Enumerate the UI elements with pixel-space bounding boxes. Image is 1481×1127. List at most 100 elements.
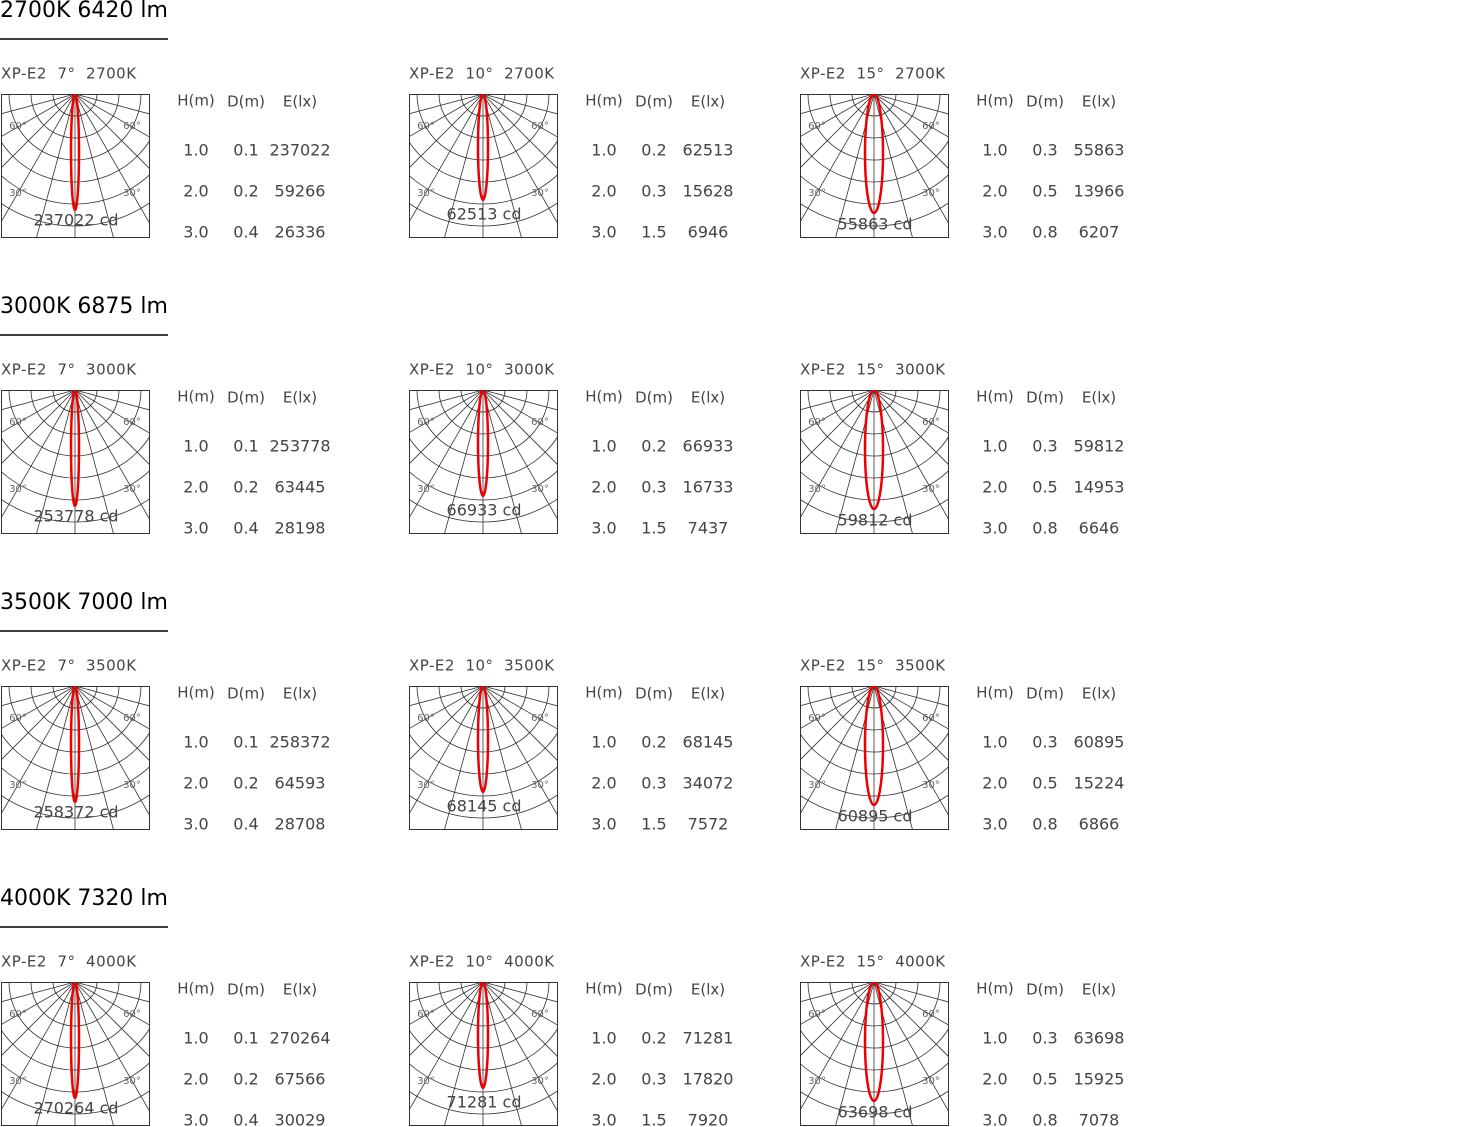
table-cell: 0.3 — [641, 478, 666, 497]
polar-ray — [444, 94, 484, 238]
table-cell: 3.0 — [982, 815, 1007, 834]
table-cell: 2.0 — [183, 774, 208, 793]
angle-label: 60° — [417, 121, 435, 132]
table-header: D(m) — [227, 93, 265, 111]
candela-label: 68145 cd — [447, 797, 522, 816]
polar-ray — [444, 982, 484, 1126]
polar-ray — [482, 982, 558, 1003]
polar-ray — [1, 982, 76, 1111]
polar-ray — [74, 94, 150, 115]
polar-ray — [873, 686, 949, 707]
table-cell: 28708 — [275, 815, 326, 834]
angle-label: 30° — [922, 780, 940, 791]
polar-ray — [482, 982, 522, 1126]
table-cell: 2.0 — [183, 1070, 208, 1089]
polar-ray — [36, 94, 76, 238]
panel-label: XP-E2 10° 4000K — [409, 953, 555, 971]
table-cell: 59266 — [275, 182, 326, 201]
table-header: H(m) — [177, 388, 215, 406]
table-cell: 1.0 — [183, 1029, 208, 1048]
table-cell: 0.2 — [233, 478, 258, 497]
section-title: 3500K 7000 lm — [0, 590, 168, 615]
candela-label: 66933 cd — [447, 501, 522, 520]
polar-ray — [800, 982, 875, 1026]
table-header: D(m) — [227, 685, 265, 703]
section-title: 4000K 7320 lm — [0, 886, 168, 911]
polar-ray — [1, 94, 76, 115]
beam-lobe — [476, 686, 490, 794]
polar-ray — [409, 94, 484, 115]
polar-diagram: 60° 60° 30° 30° 62513 cd — [409, 94, 558, 238]
table-header: D(m) — [227, 981, 265, 999]
angle-label: 60° — [123, 713, 141, 724]
polar-ray — [74, 94, 150, 225]
polar-ray — [800, 686, 875, 815]
polar-ray — [482, 982, 558, 1058]
polar-diagram: 60° 60° 30° 30° 66933 cd — [409, 390, 558, 534]
table-header: H(m) — [585, 92, 623, 110]
polar-ray — [36, 390, 76, 534]
table-cell: 0.5 — [1032, 1070, 1057, 1089]
polar-ray — [873, 94, 949, 170]
polar-diagram: 60° 60° 30° 30° 270264 cd — [1, 982, 150, 1126]
polar-ray — [873, 982, 949, 1026]
angle-label: 30° — [123, 484, 141, 495]
table-header: E(lx) — [283, 93, 317, 111]
polar-ray — [800, 94, 875, 115]
diagram-frame — [1, 94, 150, 238]
table-cell: 0.5 — [1032, 182, 1057, 201]
polar-ray — [482, 94, 558, 138]
panel-label: XP-E2 10° 2700K — [409, 65, 555, 83]
polar-ray — [409, 686, 484, 707]
angle-label: 60° — [922, 713, 940, 724]
table-header: E(lx) — [283, 981, 317, 999]
polar-ray — [800, 390, 875, 434]
table-cell: 2.0 — [591, 1070, 616, 1089]
table-cell: 0.3 — [1032, 733, 1057, 752]
angle-label: 60° — [531, 713, 549, 724]
panel-label: XP-E2 7° 2700K — [1, 65, 137, 83]
angle-label: 60° — [123, 417, 141, 428]
polar-ray — [482, 94, 558, 115]
table-cell: 0.3 — [1032, 141, 1057, 160]
angle-label: 30° — [417, 1076, 435, 1087]
table-cell: 3.0 — [591, 1111, 616, 1127]
beam-lobe — [69, 94, 81, 212]
table-header: H(m) — [976, 388, 1014, 406]
table-cell: 30029 — [275, 1111, 326, 1127]
angle-label: 60° — [9, 121, 27, 132]
table-cell: 1.5 — [641, 223, 666, 242]
table-cell: 2.0 — [183, 182, 208, 201]
table-cell: 3.0 — [982, 519, 1007, 538]
panel-label: XP-E2 10° 3000K — [409, 361, 555, 379]
table-header: E(lx) — [1082, 389, 1116, 407]
polar-ray — [482, 390, 558, 434]
polar-ray — [409, 686, 484, 815]
table-cell: 0.2 — [641, 141, 666, 160]
table-cell: 67566 — [275, 1070, 326, 1089]
angle-label: 60° — [9, 713, 27, 724]
panel-label: XP-E2 7° 3500K — [1, 657, 137, 675]
polar-ray — [873, 982, 949, 1058]
angle-label: 60° — [417, 1009, 435, 1020]
angle-label: 60° — [123, 121, 141, 132]
polar-ray — [1, 94, 76, 169]
table-cell: 28198 — [275, 519, 326, 538]
candela-label: 258372 cd — [33, 803, 118, 822]
table-header: H(m) — [976, 684, 1014, 702]
angle-label: 30° — [922, 188, 940, 199]
table-cell: 3.0 — [591, 223, 616, 242]
table-cell: 0.8 — [1032, 223, 1057, 242]
polar-ray — [800, 982, 875, 1057]
angle-label: 30° — [123, 780, 141, 791]
table-cell: 0.2 — [641, 1029, 666, 1048]
angle-label: 30° — [808, 1076, 826, 1087]
table-cell: 0.1 — [233, 437, 258, 456]
table-cell: 64593 — [275, 774, 326, 793]
table-cell: 0.4 — [233, 519, 258, 538]
table-header: H(m) — [177, 92, 215, 110]
angle-label: 30° — [417, 188, 435, 199]
angle-label: 60° — [417, 417, 435, 428]
panel-label: XP-E2 10° 3500K — [409, 657, 555, 675]
polar-ray — [873, 94, 949, 225]
